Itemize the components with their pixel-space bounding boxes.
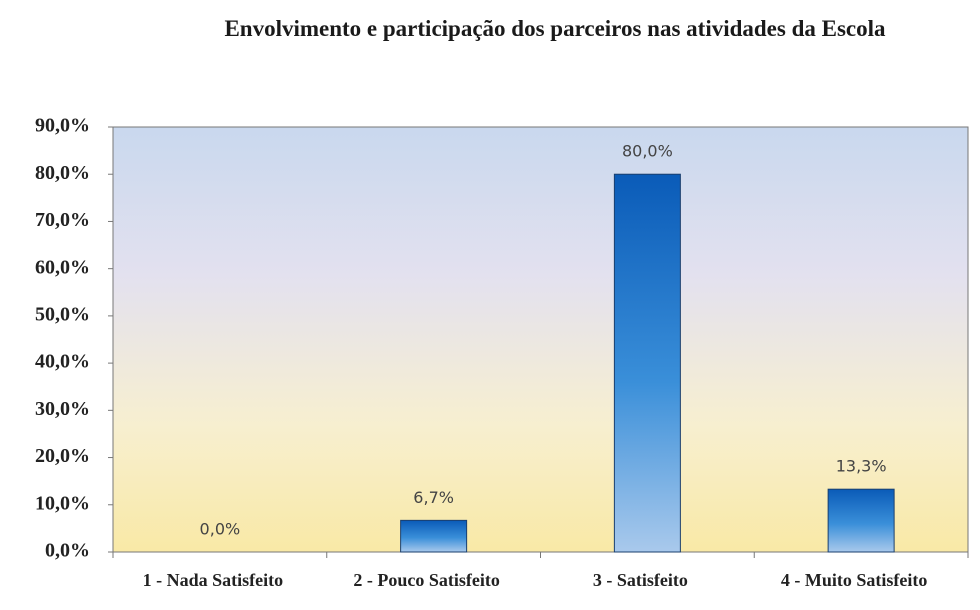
value-label: 80,0% [622,142,673,161]
y-tick-label: 0,0% [45,540,90,562]
y-tick-label: 50,0% [35,303,90,325]
y-tick-label: 70,0% [35,209,90,231]
y-tick-label: 10,0% [35,492,90,514]
y-tick-label: 30,0% [35,398,90,420]
plot-area [112,126,969,553]
x-tick-label: 3 - Satisfeito [593,570,688,590]
value-label: 0,0% [200,520,241,539]
y-tick-label: 80,0% [35,162,90,184]
value-label: 6,7% [413,488,454,507]
x-tick-label: 2 - Pouco Satisfeito [353,570,499,590]
y-tick-label: 90,0% [35,115,90,137]
bar [613,173,681,553]
chart-title: Envolvimento e participação dos parceiro… [224,16,886,41]
y-tick-label: 60,0% [35,256,90,278]
x-tick-label: 1 - Nada Satisfeito [143,570,284,590]
y-tick-label: 40,0% [35,351,90,373]
y-tick-label: 20,0% [35,445,90,467]
value-label: 13,3% [836,457,887,476]
bar [827,488,895,553]
x-tick-label: 4 - Muito Satisfeito [781,570,927,590]
bar [400,519,468,553]
